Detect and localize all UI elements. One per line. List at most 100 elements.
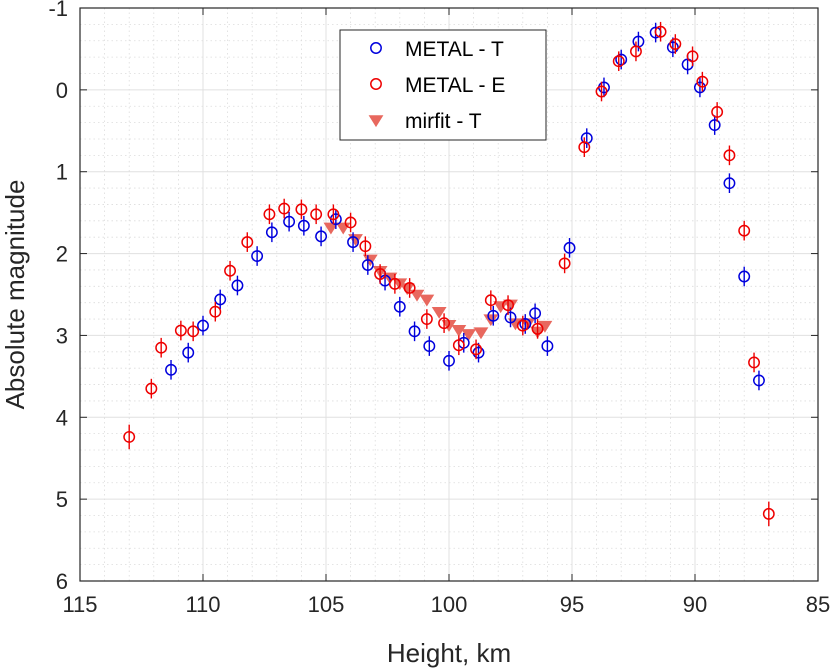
data-point	[612, 55, 625, 68]
data-point	[187, 325, 200, 338]
data-point	[461, 329, 477, 341]
data-point	[669, 38, 682, 50]
tick-layer: 115 110 105 100 95 90 85 -1 0 1 2 3 4 5 6	[48, 0, 830, 617]
data-point	[408, 325, 421, 338]
data-point	[516, 319, 529, 332]
data-point	[361, 259, 374, 271]
y-tick-label: 0	[56, 78, 68, 103]
data-point	[241, 236, 254, 249]
x-tick-label: 100	[431, 592, 468, 617]
data-point	[174, 324, 187, 337]
data-point	[531, 322, 544, 335]
legend-entry-metal-t: METAL - T	[370, 38, 504, 61]
legend-marker-mirfit-t	[368, 115, 384, 128]
x-tick-label: 90	[683, 592, 707, 617]
legend-entry-mirfit-t: mirfit - T	[368, 110, 482, 133]
data-point	[374, 268, 387, 280]
data-point	[393, 300, 406, 313]
x-tick-label: 85	[806, 592, 830, 617]
y-tick-label: 5	[56, 487, 68, 512]
legend-label-mirfit-t: mirfit - T	[405, 110, 482, 133]
data-point	[165, 363, 177, 376]
data-point	[209, 305, 222, 318]
data-point	[708, 119, 721, 132]
data-point	[595, 85, 608, 98]
data-point	[686, 50, 699, 63]
data-point	[738, 270, 751, 283]
data-point	[470, 343, 483, 356]
data-point	[541, 340, 554, 353]
data-point	[420, 313, 433, 326]
data-point	[563, 241, 576, 254]
data-point	[438, 317, 451, 330]
x-tick-label: 110	[185, 592, 220, 617]
data-point	[558, 257, 571, 270]
data-point	[443, 354, 455, 367]
data-point	[347, 236, 360, 249]
data-point	[231, 279, 244, 292]
legend-marker-shape	[368, 115, 384, 128]
data-point	[578, 141, 591, 154]
data-point	[711, 106, 724, 118]
series-mirfit-t	[323, 222, 553, 341]
legend-label-metal-e: METAL - E	[405, 74, 505, 97]
data-point	[123, 430, 136, 443]
series-metal-e	[123, 21, 775, 527]
x-axis-label: Height, km	[387, 638, 511, 668]
data-point	[696, 75, 709, 88]
y-tick-label: 2	[56, 242, 68, 267]
data-point	[484, 294, 497, 307]
x-tick-label: 105	[308, 592, 345, 617]
data-point	[748, 356, 760, 369]
data-point	[473, 327, 489, 340]
legend-marker-shape	[370, 78, 382, 90]
data-point	[278, 202, 291, 215]
data-point	[323, 222, 339, 235]
data-point	[419, 294, 435, 307]
data-point	[529, 307, 542, 320]
data-point	[452, 339, 465, 352]
data-point	[344, 216, 357, 229]
y-tick-label: 1	[56, 160, 68, 185]
y-tick-label: 3	[56, 323, 68, 348]
data-point	[251, 250, 264, 262]
data-point	[487, 309, 500, 322]
data-point	[327, 208, 340, 221]
data-point	[666, 41, 679, 54]
legend: METAL - T METAL - E mirfit - T	[339, 29, 547, 141]
x-tick-label: 115	[62, 592, 97, 617]
y-tick-label: 6	[56, 569, 68, 594]
data-point	[224, 264, 237, 277]
legend-marker-metal-t	[370, 42, 382, 54]
data-point	[145, 382, 158, 395]
data-point	[738, 224, 751, 237]
data-point	[654, 25, 667, 38]
legend-label-metal-t: METAL - T	[405, 38, 504, 61]
data-point	[451, 324, 467, 337]
data-point	[310, 208, 323, 221]
y-axis-label: Absolute magnitude	[0, 180, 30, 410]
data-point	[403, 282, 416, 294]
data-point	[502, 299, 514, 312]
data-point	[297, 219, 310, 232]
data-point	[723, 149, 736, 162]
data-point	[630, 45, 642, 58]
legend-entry-metal-e: METAL - E	[370, 74, 505, 97]
y-tick-label: 4	[56, 405, 68, 430]
data-point	[504, 311, 517, 324]
data-point	[197, 319, 209, 332]
data-point	[265, 226, 278, 239]
data-point	[615, 53, 628, 66]
legend-marker-metal-e	[370, 78, 382, 90]
data-point	[315, 230, 328, 243]
data-point	[295, 203, 308, 216]
data-point	[388, 277, 401, 290]
data-point	[519, 318, 532, 330]
data-point	[753, 374, 765, 387]
legend-marker-shape	[370, 42, 382, 54]
y-tick-label: -1	[48, 0, 68, 21]
series-layer	[123, 21, 775, 527]
data-point	[182, 346, 195, 359]
data-point	[472, 346, 485, 359]
